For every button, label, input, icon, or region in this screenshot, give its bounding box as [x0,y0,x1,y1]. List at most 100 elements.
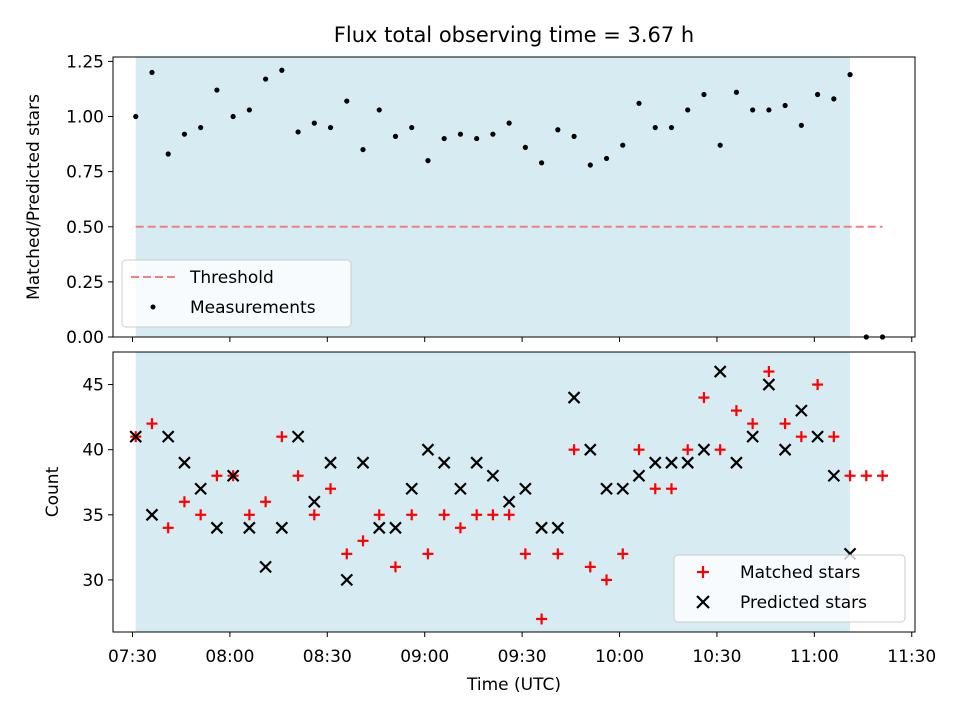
measurement-point [555,127,561,133]
top-legend-box [121,259,352,328]
matched-star-point [325,483,337,495]
chart-title: Flux total observing time = 3.67 h [334,23,694,47]
matched-star-point [763,366,775,378]
measurement-point [133,113,139,120]
matched-star-point [698,392,710,404]
x-tick-label: 11:00 [790,647,839,667]
predicted-star-point [161,430,175,443]
predicted-star-point [713,365,727,378]
measurement-point [603,155,610,162]
predicted-star-point [681,456,694,469]
matched-star-point [195,509,207,521]
matched-star-point [649,483,661,495]
top-plot-frame [112,56,916,338]
measurement-point [360,146,366,153]
legend-predicted-label: Predicted stars [740,593,867,613]
matched-star-point [357,535,369,547]
y-tick-label: 1.00 [66,108,104,128]
measurement-point [490,131,496,137]
matched-star-point [276,431,288,443]
predicted-star-point [275,521,289,535]
count-panel: 30 35 40 45 07:30 08:00 08:30 09:00 09:30 10:00 1… [43,351,936,695]
measurement-point [701,91,707,98]
measurement-point [750,107,756,113]
legend-measurements-label: Measurements [190,298,316,318]
measurement-point [814,91,821,98]
matched-star-point [779,418,791,430]
measurement-point [392,133,399,139]
predicted-star-point [746,430,759,443]
measurement-point [198,124,204,131]
measurement-point [344,98,350,104]
measurement-point [685,107,691,113]
measurement-point [311,120,317,126]
matched-star-point [260,496,272,508]
predicted-star-point [259,560,272,574]
y-tick-label: 0.00 [66,328,104,348]
predicted-star-point [243,521,256,535]
measurement-point [798,122,804,128]
legend-predicted-swatch [696,595,710,609]
matched-star-point [341,548,353,560]
bottom-plot-marks [129,365,889,625]
predicted-star-point [762,378,776,391]
y-tick-label: 1.25 [66,52,104,72]
predicted-star-point [356,456,370,469]
y-tick-label: 0.75 [66,163,104,183]
matched-star-point [406,509,418,521]
y-tick-label: 0.25 [66,273,104,293]
measurement-point [295,129,301,135]
predicted-star-point [600,482,613,496]
bottom-plot-frame [112,351,916,633]
matched-star-point [146,418,158,430]
matched-star-point [211,470,223,482]
predicted-star-point [308,495,321,509]
measurement-point [327,124,334,131]
x-tick-label: 09:30 [498,647,547,667]
predicted-star-point [632,469,646,482]
predicted-star-point [502,495,516,509]
predicted-star-point [584,443,597,456]
predicted-star-point [437,456,451,469]
matched-star-point [162,522,174,534]
predicted-star-point [535,521,548,535]
matched-star-point [519,548,531,560]
measurement-point [506,120,512,126]
predicted-star-point [616,482,630,496]
measurement-point [652,124,658,131]
matched-star-point [552,548,564,560]
x-axis-label: Time (UTC) [466,675,561,695]
matched-star-point [373,509,385,521]
matched-star-point [243,509,255,521]
x-tick-label: 11:30 [887,647,936,667]
top-plot-marks [133,67,886,340]
y-tick-label: 0.50 [66,218,104,238]
legend-matched-label: Matched stars [740,563,860,583]
measurement-point [246,107,252,113]
matched-star-point [682,444,694,456]
y-tick-label: 45 [82,376,104,396]
measurement-point [522,144,528,150]
predicted-star-point [454,482,467,496]
measurement-point [279,67,285,73]
top-legend: Threshold Measurements [121,259,352,328]
predicted-star-point [567,391,581,404]
predicted-star-point [226,469,240,482]
measurement-point [214,87,220,93]
x-tick-label: 09:00 [400,647,449,667]
matched-star-point [178,496,190,508]
bottom-legend: Matched stars Predicted stars [673,554,906,623]
matched-star-point [877,470,889,482]
bottom-y-axis-label: Count [43,466,63,517]
measurement-point [668,124,675,131]
measurement-point [425,158,431,164]
predicted-star-point [389,521,402,535]
predicted-star-point [210,521,224,535]
top-y-ticks: 0.00 0.25 0.50 0.75 1.00 1.25 [66,52,113,348]
legend-measurements-swatch [150,304,156,310]
matched-star-point [536,613,548,625]
y-tick-label: 40 [82,441,104,461]
predicted-star-point [778,443,792,456]
matched-star-point [812,379,824,391]
